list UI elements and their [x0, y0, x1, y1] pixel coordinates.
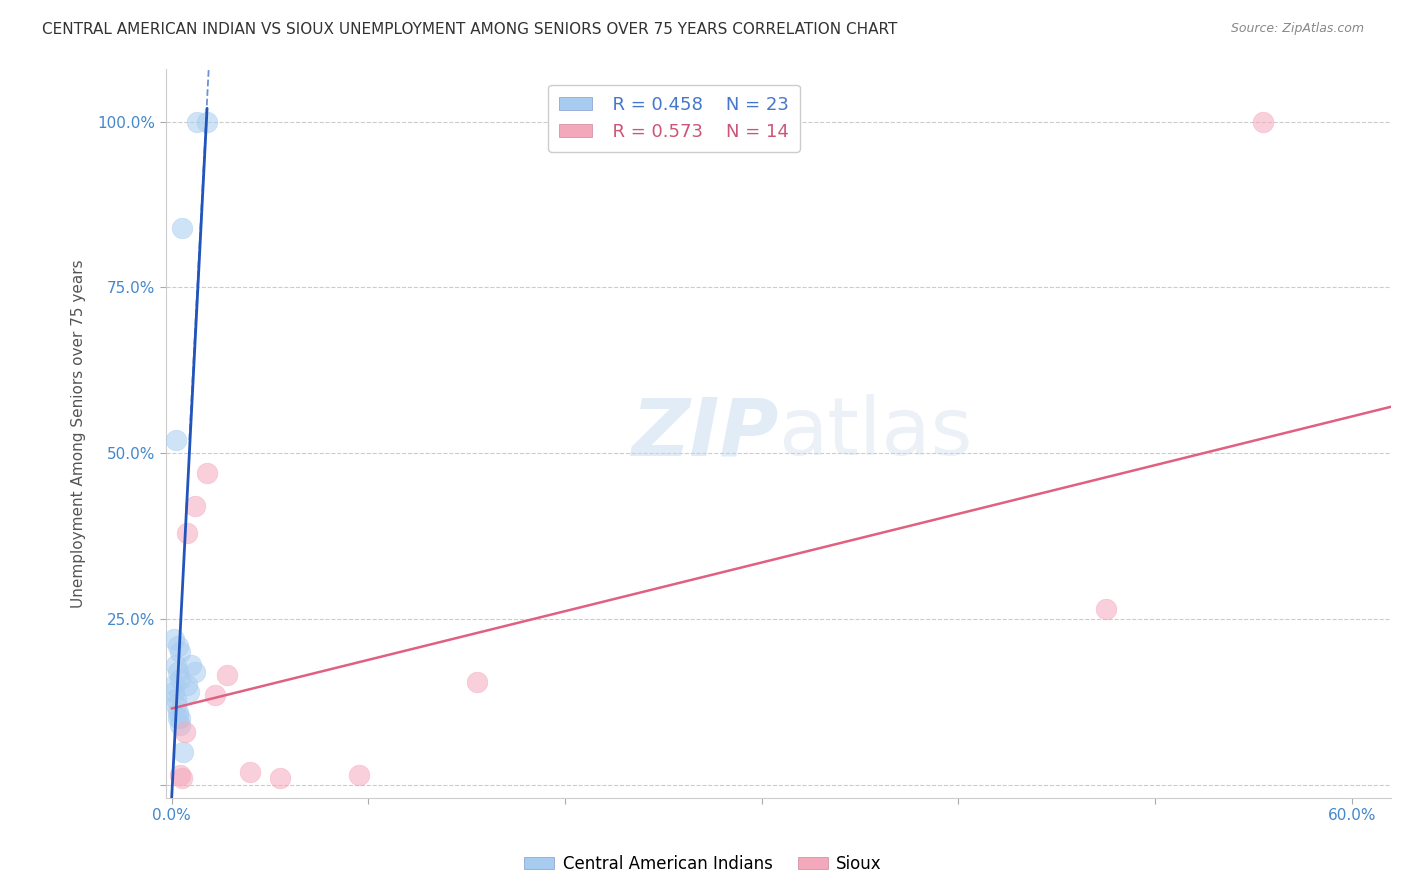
Point: [169, 768, 191, 782]
Point: [465, 675, 488, 690]
Text: Source: ZipAtlas.com: Source: ZipAtlas.com: [1230, 22, 1364, 36]
Point: [347, 768, 370, 782]
Point: [170, 220, 193, 235]
Point: [195, 466, 218, 480]
Point: [170, 771, 193, 785]
Legend: Central American Indians, Sioux: Central American Indians, Sioux: [517, 848, 889, 880]
Point: [169, 645, 191, 659]
Point: [269, 771, 291, 785]
Point: [184, 500, 207, 514]
Point: [162, 678, 184, 692]
Point: [165, 658, 187, 673]
Point: [180, 658, 202, 673]
Text: atlas: atlas: [779, 394, 973, 472]
Point: [179, 685, 201, 699]
Text: CENTRAL AMERICAN INDIAN VS SIOUX UNEMPLOYMENT AMONG SENIORS OVER 75 YEARS CORREL: CENTRAL AMERICAN INDIAN VS SIOUX UNEMPLO…: [42, 22, 897, 37]
Point: [174, 724, 197, 739]
Point: [165, 691, 187, 706]
Point: [172, 745, 194, 759]
Point: [239, 764, 262, 779]
Point: [162, 632, 184, 646]
Legend:   R = 0.458    N = 23,   R = 0.573    N = 14: R = 0.458 N = 23, R = 0.573 N = 14: [548, 85, 800, 152]
Point: [176, 678, 198, 692]
Point: [186, 114, 208, 128]
Text: ZIP: ZIP: [631, 394, 779, 472]
Point: [166, 665, 188, 679]
Point: [165, 698, 187, 713]
Point: [1095, 602, 1118, 616]
Point: [215, 668, 238, 682]
Point: [176, 525, 198, 540]
Point: [169, 718, 191, 732]
Point: [166, 705, 188, 719]
Point: [1251, 114, 1274, 128]
Point: [169, 711, 191, 725]
Y-axis label: Unemployment Among Seniors over 75 years: Unemployment Among Seniors over 75 years: [72, 259, 86, 607]
Point: [169, 672, 191, 686]
Point: [165, 433, 187, 447]
Point: [204, 688, 226, 702]
Point: [166, 639, 188, 653]
Point: [166, 711, 188, 725]
Point: [195, 114, 218, 128]
Point: [162, 685, 184, 699]
Point: [184, 665, 207, 679]
